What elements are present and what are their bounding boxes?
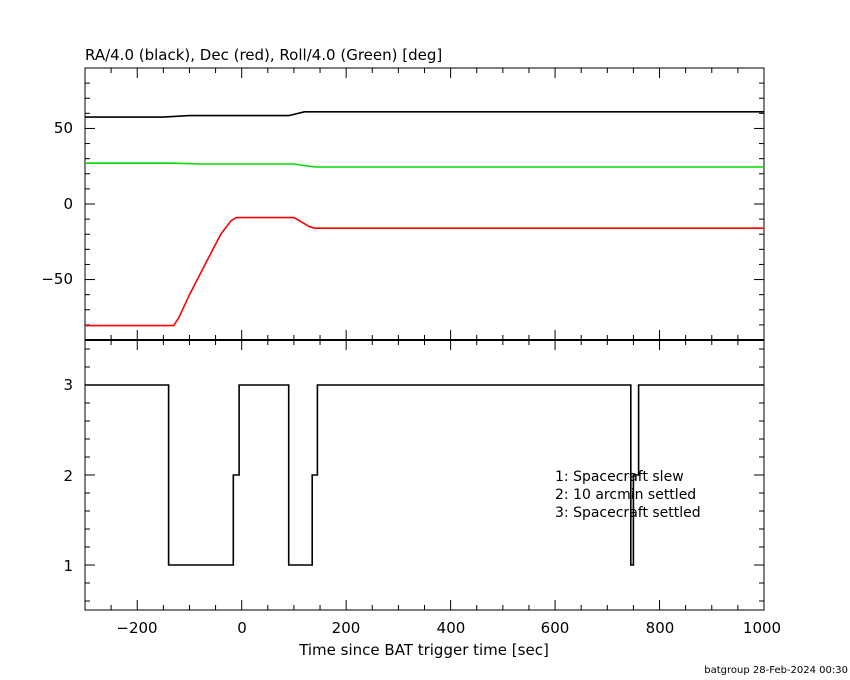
top-y-tick-labels: −50 0 50 [41, 119, 73, 288]
bottom-series-group [85, 384, 764, 566]
bottom-panel: 1 2 3 −200 0 200 400 600 800 1000 Time s… [63, 339, 781, 659]
top-panel: RA/4.0 (black), Dec (red), Roll/4.0 (Gre… [41, 46, 765, 341]
bottom-y-tick-label-3: 3 [63, 376, 73, 394]
series-line-status [85, 384, 764, 566]
top-series-group [85, 111, 764, 327]
legend: 1: Spacecraft slew 2: 10 arcmin settled … [555, 469, 701, 521]
legend-item-1: 1: Spacecraft slew [555, 469, 684, 485]
series-line-dec [85, 216, 764, 327]
x-tick-label-800: 800 [646, 619, 675, 637]
x-axis-label: Time since BAT trigger time [sec] [298, 641, 549, 659]
bottom-y-tick-label-1: 1 [63, 557, 73, 575]
x-tick-label-1000: 1000 [743, 619, 781, 637]
top-y-tick-label-50: 50 [54, 119, 73, 137]
top-y-tick-label-neg50: −50 [41, 270, 73, 288]
bottom-y-tick-labels: 1 2 3 [63, 376, 73, 575]
top-axis-ticks [84, 68, 765, 340]
top-title: RA/4.0 (black), Dec (red), Roll/4.0 (Gre… [85, 46, 442, 64]
x-tick-label-400: 400 [437, 619, 466, 637]
x-tick-label-200: 200 [332, 619, 361, 637]
x-tick-label-600: 600 [541, 619, 570, 637]
footer-stamp: batgroup 28-Feb-2024 00:30 [704, 665, 848, 676]
bottom-y-tick-label-2: 2 [63, 467, 73, 485]
top-y-tick-label-0: 0 [63, 195, 73, 213]
series-line-ra [85, 111, 764, 118]
series-line-roll [85, 162, 764, 168]
legend-item-2: 2: 10 arcmin settled [555, 487, 696, 503]
x-tick-labels: −200 0 200 400 600 800 1000 [116, 619, 781, 637]
x-tick-label-neg200: −200 [116, 619, 157, 637]
legend-item-3: 3: Spacecraft settled [555, 505, 701, 521]
x-tick-label-0: 0 [237, 619, 247, 637]
